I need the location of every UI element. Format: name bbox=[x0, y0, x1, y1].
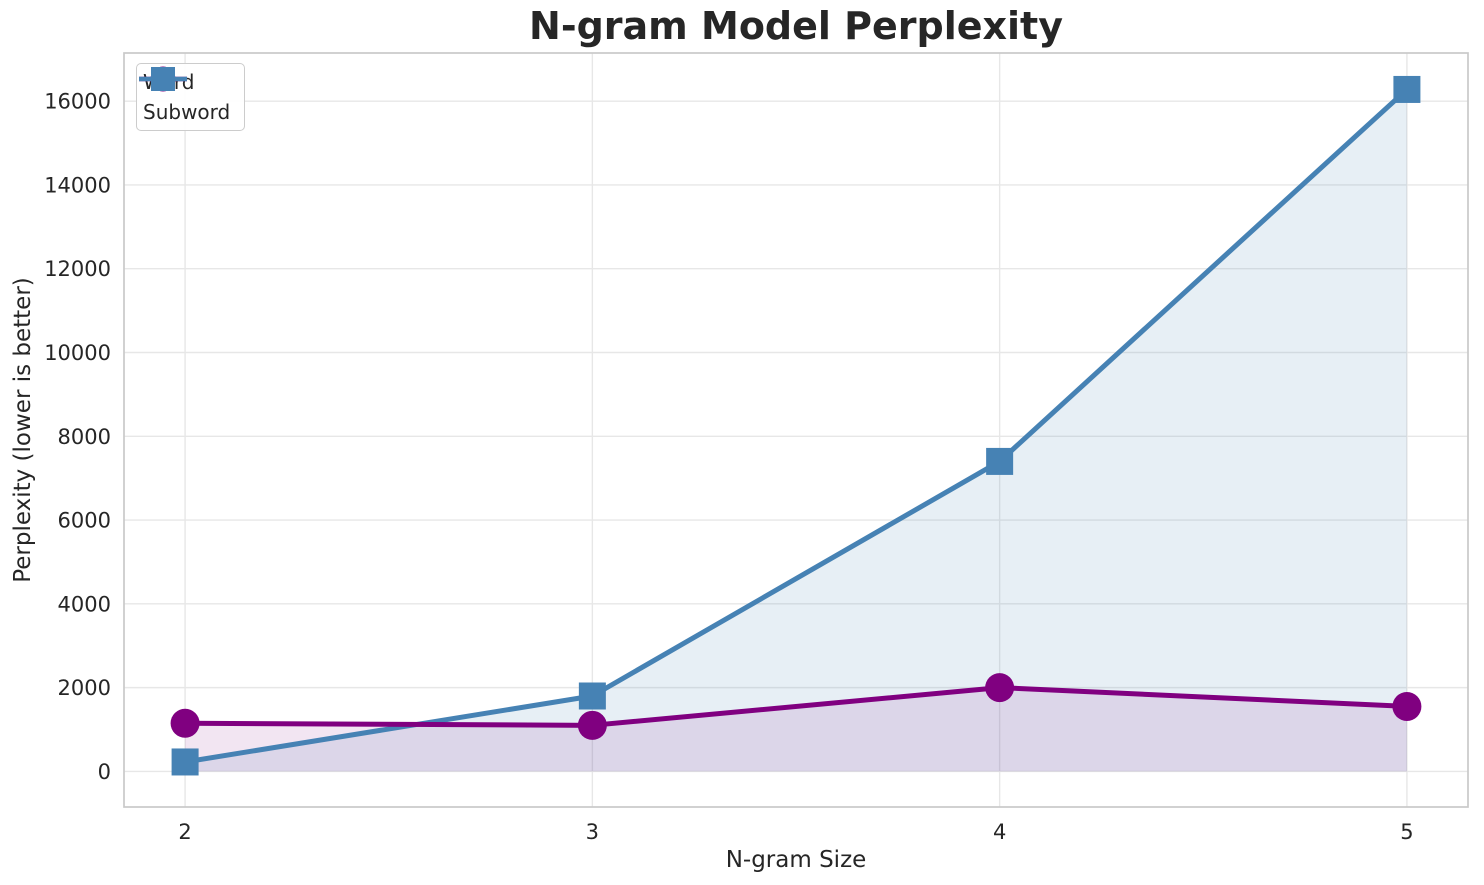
area-fill-layer bbox=[185, 89, 1407, 772]
word-point-5 bbox=[1392, 691, 1422, 721]
subword-legend-square bbox=[151, 67, 175, 91]
subword-point-3 bbox=[578, 682, 606, 710]
legend-label-subword: Subword bbox=[143, 100, 231, 124]
grid-layer bbox=[124, 53, 1468, 807]
word-line bbox=[182, 685, 1410, 728]
y-tick-label-8000: 8000 bbox=[58, 425, 111, 449]
subword-line bbox=[182, 86, 1410, 765]
tick-label-layer: 0 2000 4000 6000 8000 10000 12000 14000 16000 2 3 4… bbox=[44, 90, 1413, 844]
x-axis-label: N-gram Size bbox=[726, 847, 867, 873]
y-tick-label-12000: 12000 bbox=[44, 257, 111, 281]
y-tick-label-6000: 6000 bbox=[58, 509, 111, 533]
y-tick-label-0: 0 bbox=[98, 760, 111, 784]
word-point-3 bbox=[577, 710, 607, 740]
subword-point-2 bbox=[171, 748, 199, 776]
x-tick-label-4: 4 bbox=[993, 820, 1006, 844]
legend-item-subword: Subword bbox=[139, 67, 231, 127]
plot-frame bbox=[123, 52, 1469, 808]
y-tick-label-2000: 2000 bbox=[58, 676, 111, 700]
subword-marker-icon bbox=[139, 67, 187, 91]
chart-title: N-gram Model Perplexity bbox=[529, 4, 1063, 48]
x-tick-label-5: 5 bbox=[1400, 820, 1413, 844]
word-area-fill bbox=[185, 687, 1407, 772]
y-axis-label: Perplexity (lower is better) bbox=[10, 277, 36, 583]
y-tick-label-4000: 4000 bbox=[58, 592, 111, 616]
legend: Word Subword bbox=[136, 63, 246, 131]
x-tick-label-3: 3 bbox=[586, 820, 599, 844]
y-tick-label-14000: 14000 bbox=[44, 173, 111, 197]
subword-area-fill bbox=[185, 89, 1407, 772]
series-line-layer bbox=[170, 75, 1422, 776]
subword-point-4 bbox=[986, 447, 1014, 475]
y-tick-label-10000: 10000 bbox=[44, 341, 111, 365]
y-tick-label-16000: 16000 bbox=[44, 90, 111, 114]
x-tick-label-2: 2 bbox=[178, 820, 191, 844]
subword-point-5 bbox=[1393, 75, 1421, 103]
word-point-4 bbox=[985, 673, 1015, 703]
word-point-2 bbox=[170, 708, 200, 738]
